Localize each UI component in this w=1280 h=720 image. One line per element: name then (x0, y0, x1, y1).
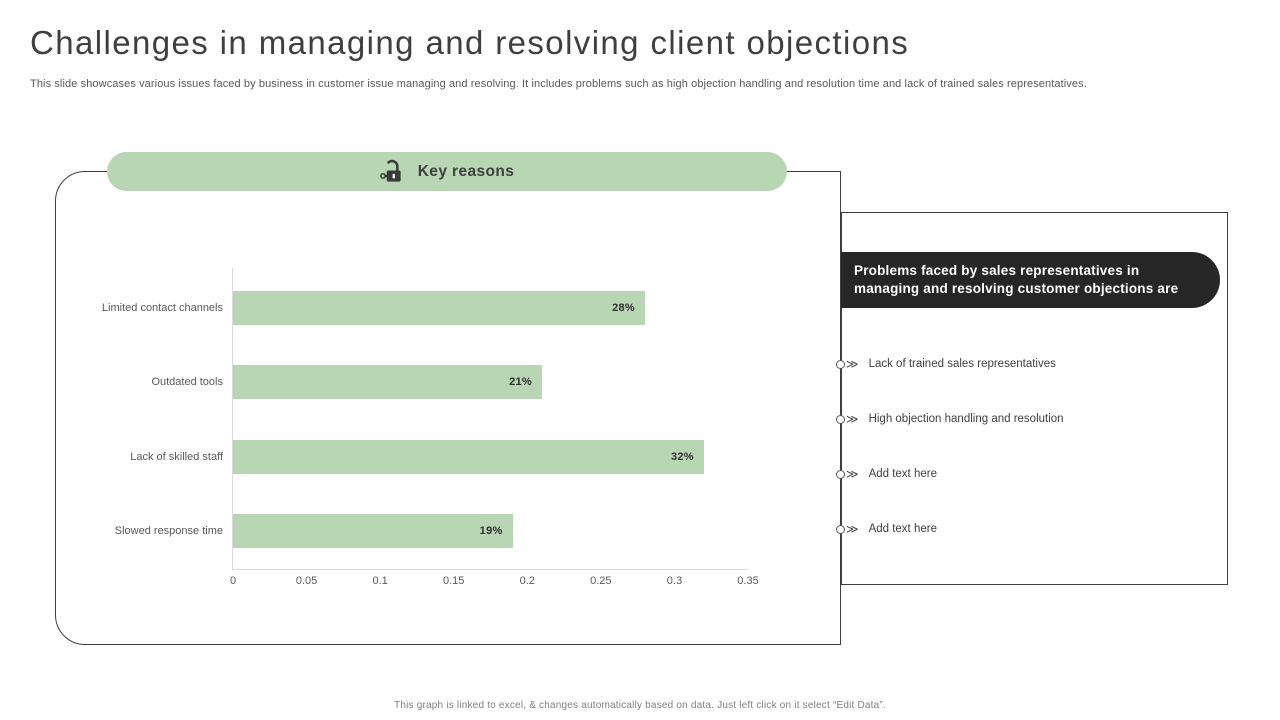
circle-bullet-icon (836, 469, 845, 479)
x-tick: 0.2 (519, 575, 535, 587)
bar-lack-of-skilled-staff[interactable]: 32% (233, 440, 704, 474)
circle-bullet-icon (836, 359, 845, 369)
padlock-unlocked-icon (379, 158, 405, 185)
bar-row: Outdated tools 21% (151, 365, 748, 399)
x-tick: 0.35 (737, 575, 759, 587)
value-label: 32% (670, 451, 694, 463)
double-chevron-icon: ≫ (846, 522, 859, 536)
list-item-label: Lack of trained sales representatives (868, 358, 1056, 370)
key-reasons-label: Key reasons (417, 162, 515, 180)
circle-bullet-icon (836, 524, 845, 534)
bar-row: Slowed response time 19% (115, 514, 748, 548)
x-axis: 0 0.05 0.1 0.15 0.2 0.25 0.3 0.35 (229, 575, 759, 589)
x-tick: 0.15 (442, 575, 465, 587)
x-tick: 0.1 (372, 575, 388, 587)
x-tick: 0.05 (295, 575, 318, 587)
double-chevron-icon: ≫ (846, 467, 859, 481)
value-label: 21% (509, 376, 532, 388)
circle-bullet-icon (836, 414, 845, 424)
double-chevron-icon: ≫ (846, 357, 859, 371)
list-item-label-placeholder: Add text here (868, 523, 937, 535)
bar-row: Lack of skilled staff 32% (130, 440, 748, 474)
x-tick: 0 (229, 575, 237, 587)
bar-chart[interactable]: Limited contact channels 28% Outdated to… (102, 268, 759, 587)
category-label: Limited contact channels (101, 302, 223, 314)
category-label: Outdated tools (151, 376, 223, 388)
x-tick: 0.25 (590, 575, 612, 587)
side-panel: Problems faced by sales representatives … (836, 212, 1228, 585)
category-label: Lack of skilled staff (130, 451, 223, 463)
list-item[interactable]: ≫ Add text here (836, 466, 937, 482)
list-item[interactable]: ≫ Add text here (836, 521, 937, 537)
value-label: 28% (612, 302, 635, 314)
list-item-label-placeholder: Add text here (868, 468, 937, 480)
bar-slowed-response-time[interactable]: 19% (233, 514, 513, 548)
panel-title-badge: Problems faced by sales representatives … (841, 252, 1220, 308)
footer-note: This graph is linked to excel, & changes… (394, 700, 886, 711)
value-label: 19% (479, 525, 503, 537)
bar-limited-contact-channels[interactable]: 28% (233, 291, 645, 325)
category-label: Slowed response time (114, 525, 223, 537)
list-item[interactable]: ≫ Lack of trained sales representatives (836, 356, 1056, 372)
double-chevron-icon: ≫ (846, 412, 859, 426)
slide-subtitle: This slide showcases various issues face… (30, 78, 1087, 90)
page-title: Challenges in managing and resolving cli… (30, 24, 910, 61)
bar-row: Limited contact channels 28% (102, 291, 748, 325)
list-item[interactable]: ≫ High objection handling and resolution (836, 411, 1064, 427)
bar-outdated-tools[interactable]: 21% (233, 365, 542, 399)
chart-container: Key reasons Limited contact channels 28%… (55, 152, 841, 645)
key-reasons-header: Key reasons (107, 152, 787, 191)
x-tick: 0.3 (666, 575, 683, 587)
list-item-label: High objection handling and resolution (868, 413, 1064, 425)
